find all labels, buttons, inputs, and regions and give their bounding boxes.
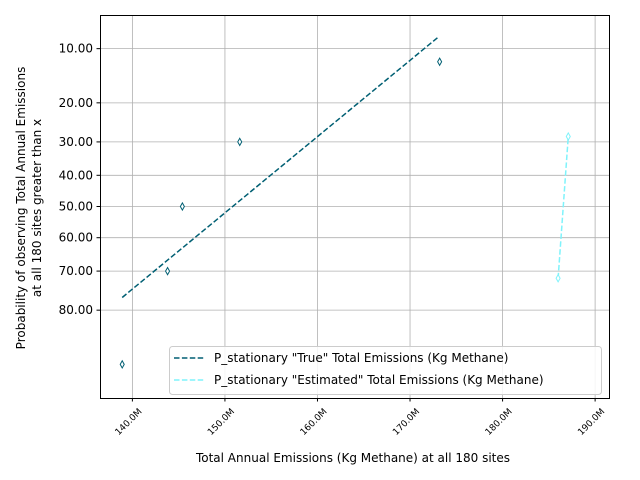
data-point-series-0 (237, 137, 243, 147)
x-tick-label: 180.0M (484, 407, 515, 438)
y-axis-label-line-1: Probability of observing Total Annual Em… (14, 67, 28, 350)
y-tick-label: 80.00 (59, 303, 93, 317)
data-point-series-0 (179, 201, 185, 212)
grid (100, 15, 609, 398)
x-tick-label: 190.0M (576, 407, 607, 438)
y-tick-label: 40.00 (59, 168, 93, 182)
fit-line-series-0 (121, 36, 439, 299)
y-tick-label: 10.00 (59, 42, 93, 56)
plot-frame (100, 15, 610, 399)
data-point-series-0 (164, 266, 171, 276)
data-point-series-1 (565, 131, 571, 142)
legend: P_stationary "True" Total Emissions (Kg … (169, 346, 602, 395)
x-axis-ticks: 140.0M 150.0M 160.0M 170.0M 180.0M 190.0M (114, 398, 607, 438)
y-tick-label: 30.00 (59, 135, 93, 149)
y-tick-label: 20.00 (59, 96, 93, 110)
legend-label-estimated: P_stationary "Estimated" Total Emissions… (214, 373, 544, 387)
y-tick-label: 70.00 (59, 264, 93, 278)
data-point-series-1 (555, 273, 561, 283)
x-axis-label: Total Annual Emissions (Kg Methane) at a… (195, 451, 510, 465)
data-points (119, 57, 571, 369)
y-tick-label: 50.00 (59, 200, 93, 214)
fit-lines (121, 36, 570, 299)
x-tick-label: 150.0M (206, 407, 237, 438)
data-point-series-0 (119, 359, 125, 369)
y-tick-label: 60.00 (59, 231, 93, 245)
legend-label-true: P_stationary "True" Total Emissions (Kg … (214, 351, 508, 365)
fit-line-series-1 (557, 136, 570, 279)
y-axis-label-line-2: at all 180 sites greater than x (30, 119, 44, 297)
legend-box (169, 346, 602, 395)
x-tick-label: 170.0M (391, 407, 422, 438)
x-tick-label: 160.0M (299, 407, 330, 438)
data-point-series-0 (437, 57, 443, 67)
y-axis-ticks: 10.00 20.00 30.00 40.00 50.00 60.00 70.00 80.00 (59, 42, 100, 317)
x-tick-label: 140.0M (114, 407, 145, 438)
